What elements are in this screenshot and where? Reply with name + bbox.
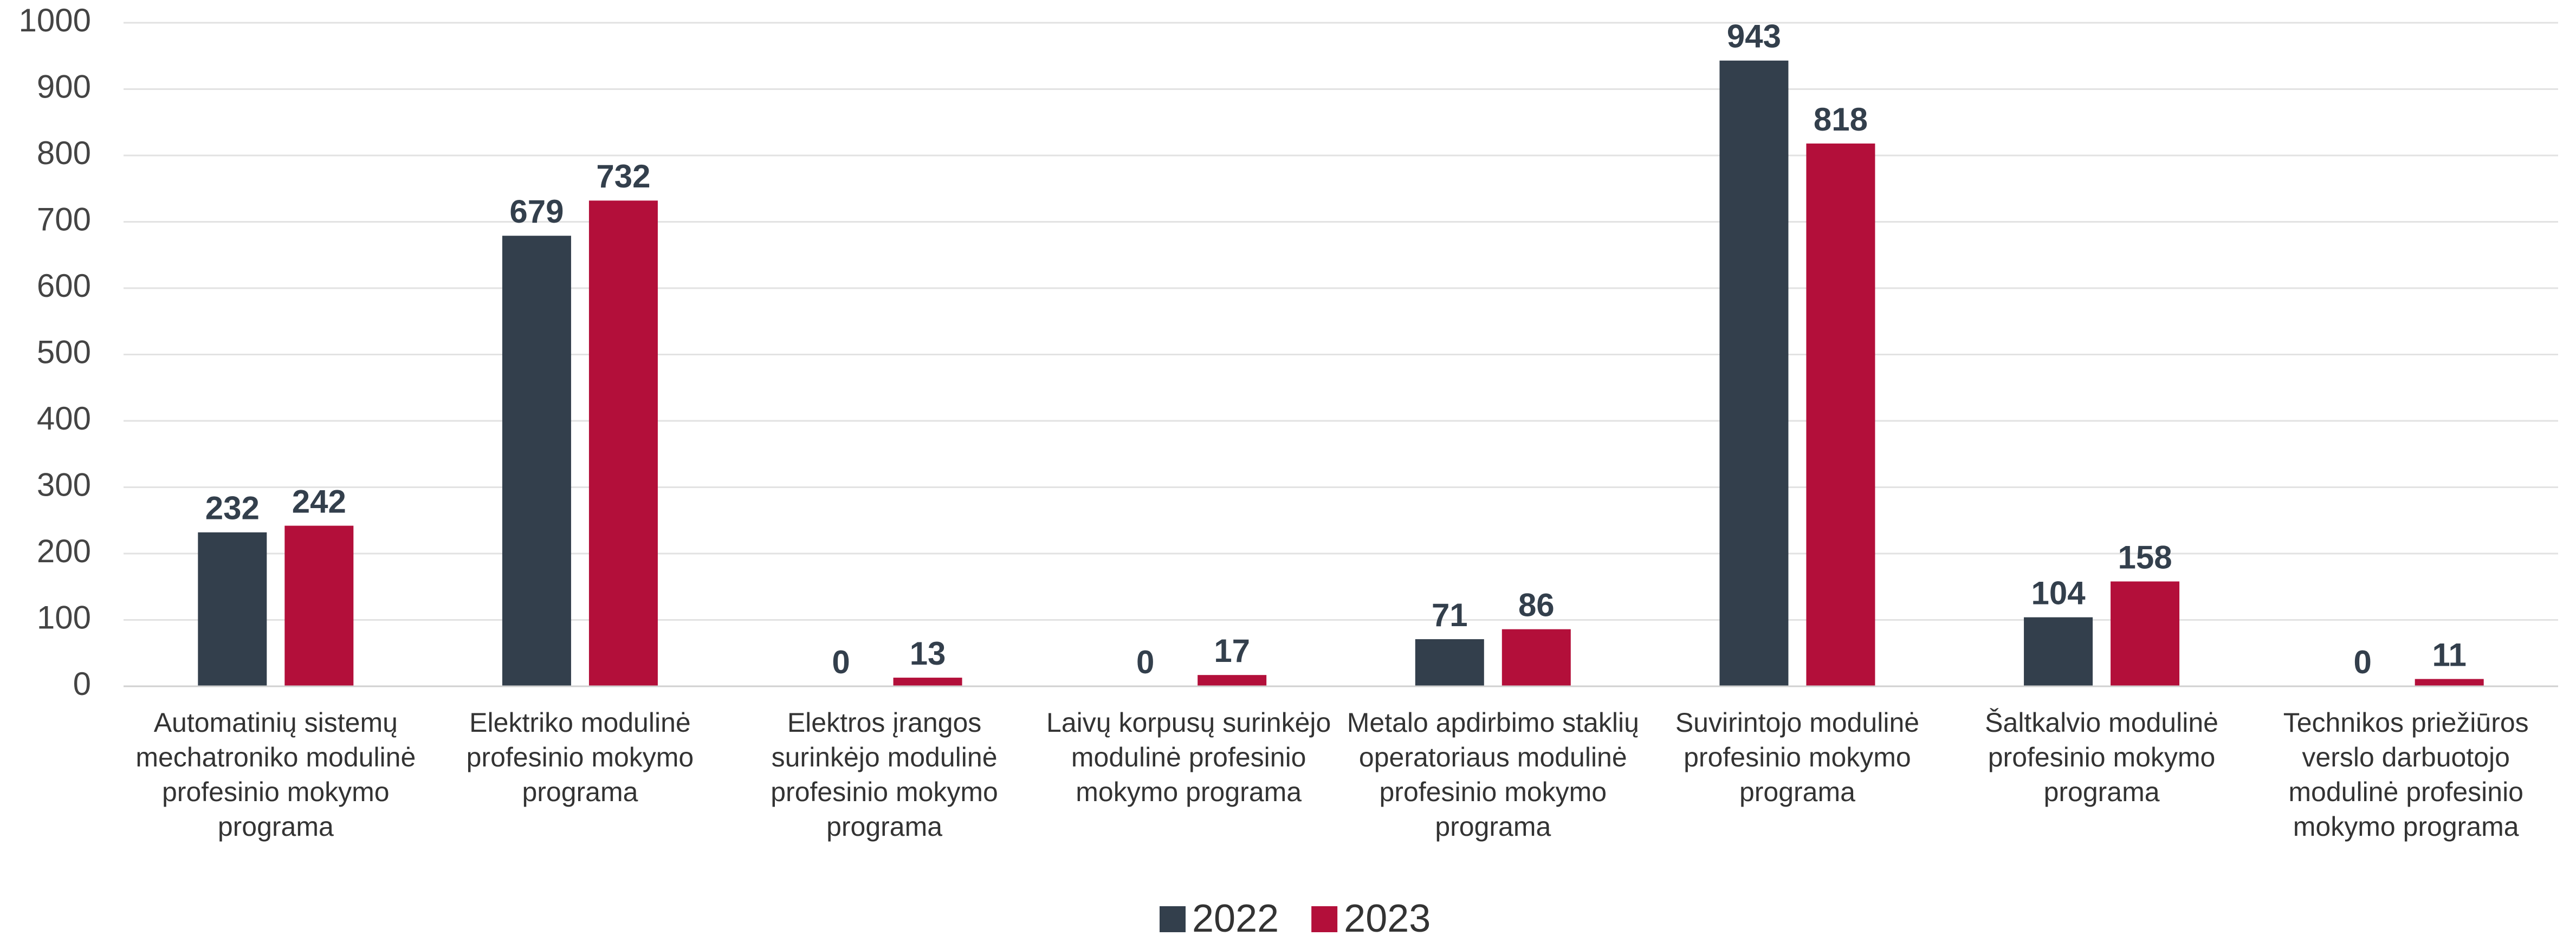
y-tick-label: 500 bbox=[37, 334, 91, 370]
x-tick-label: Automatinių sistemų mechatroniko modulinė… bbox=[135, 707, 416, 842]
y-tick-label: 400 bbox=[37, 400, 91, 437]
bar bbox=[2024, 617, 2093, 686]
data-label: 104 bbox=[2031, 575, 2086, 611]
data-label: 71 bbox=[1432, 597, 1468, 633]
y-tick-label: 0 bbox=[73, 666, 91, 702]
y-tick-label: 100 bbox=[37, 599, 91, 635]
bar bbox=[502, 236, 571, 687]
y-tick-label: 700 bbox=[37, 201, 91, 237]
data-label: 818 bbox=[1814, 101, 1868, 138]
data-label: 943 bbox=[1727, 18, 1781, 55]
bar bbox=[198, 532, 267, 686]
data-label: 242 bbox=[292, 483, 346, 519]
y-tick-label: 200 bbox=[37, 533, 91, 569]
x-tick-label: Laivų korpusų surinkėjo modulinė profesin… bbox=[1046, 707, 1331, 807]
y-tick-label: 600 bbox=[37, 268, 91, 304]
data-label: 13 bbox=[910, 635, 946, 672]
y-tick-label: 300 bbox=[37, 466, 91, 503]
data-label: 11 bbox=[2432, 636, 2466, 673]
legend-swatch bbox=[1160, 906, 1186, 932]
bar bbox=[284, 525, 354, 686]
legend-label: 2023 bbox=[1344, 897, 1431, 936]
data-label: 679 bbox=[509, 193, 564, 230]
bar bbox=[1198, 675, 1267, 686]
bar bbox=[2111, 581, 2180, 686]
legend-label: 2022 bbox=[1192, 897, 1279, 936]
x-tick-label: Suvirintojo modulinė profesinio mokymo pro… bbox=[1675, 707, 1919, 807]
data-label: 0 bbox=[2354, 644, 2372, 680]
y-tick-label: 1000 bbox=[19, 2, 91, 38]
y-tick-label: 800 bbox=[37, 135, 91, 171]
bar bbox=[1501, 629, 1571, 686]
data-label: 0 bbox=[1136, 644, 1154, 680]
data-label: 158 bbox=[2118, 539, 2172, 575]
data-label: 17 bbox=[1214, 633, 1250, 669]
y-tick-label: 900 bbox=[37, 68, 91, 105]
bar bbox=[1719, 60, 1789, 687]
bar bbox=[588, 200, 658, 686]
data-label: 732 bbox=[596, 158, 650, 194]
x-tick-label: Technikos priežiūros verslo darbuotojo mod… bbox=[2283, 707, 2529, 842]
bar bbox=[2415, 679, 2484, 686]
bar bbox=[1806, 143, 1875, 686]
data-label: 232 bbox=[205, 490, 260, 526]
x-tick-label: Šaltkalvio modulinė profesinio mokymo prog… bbox=[1985, 707, 2218, 807]
legend-swatch bbox=[1311, 906, 1338, 932]
x-tick-label: Elektros įrangos surinkėjo modulinė profes… bbox=[771, 707, 998, 842]
x-tick-label: Metalo apdirbimo staklių operatoriaus mod… bbox=[1347, 707, 1639, 842]
data-label: 0 bbox=[832, 644, 850, 680]
data-label: 86 bbox=[1518, 587, 1555, 623]
x-tick-label: Elektriko modulinė profesinio mokymo progr… bbox=[467, 707, 694, 807]
bar bbox=[893, 678, 962, 686]
bar bbox=[1415, 639, 1484, 686]
